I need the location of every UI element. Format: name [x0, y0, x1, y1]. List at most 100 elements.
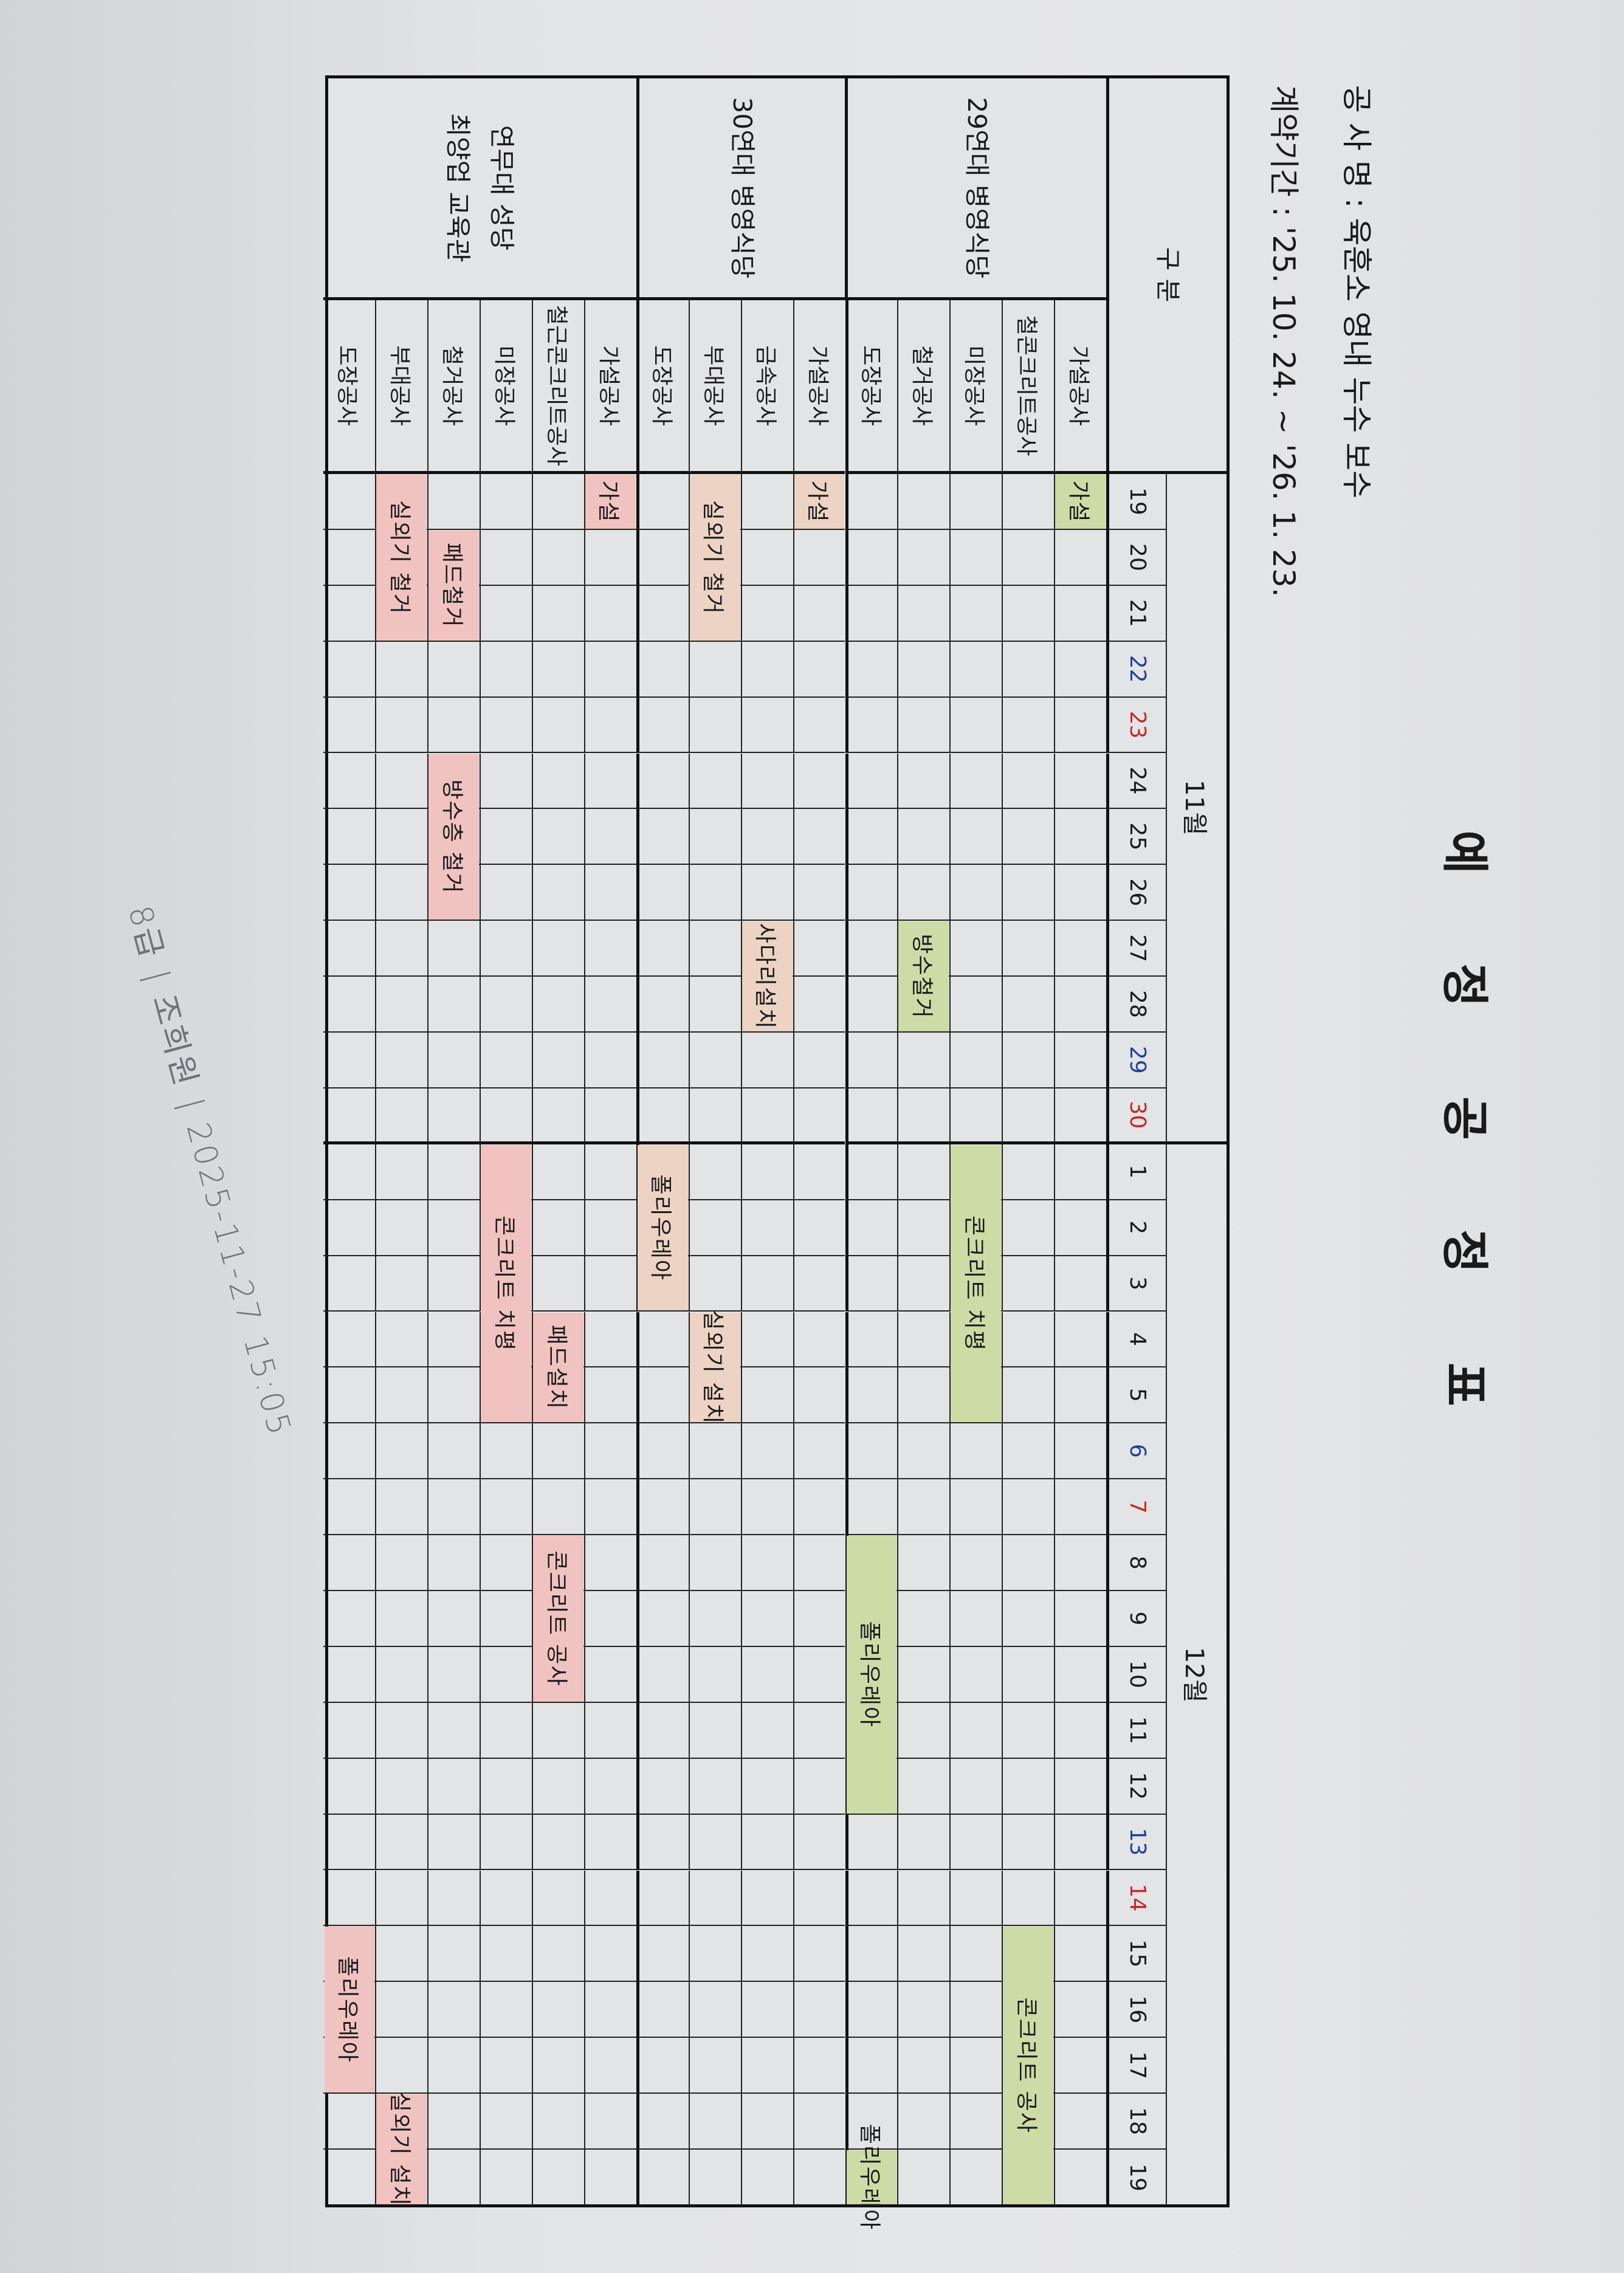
schedule-cell: [845, 977, 898, 1033]
schedule-cell: [427, 1088, 480, 1144]
schedule-cell: [636, 2094, 689, 2150]
schedule-cell: [897, 1033, 950, 1088]
schedule-cell: [1002, 641, 1055, 698]
day-header: 8: [1106, 1535, 1166, 1591]
schedule-cell: [845, 1144, 898, 1200]
schedule-cell: [949, 1646, 1002, 1703]
schedule-cell: [845, 865, 898, 921]
schedule-cell: [480, 1646, 532, 1703]
schedule-cell: [375, 1702, 428, 1759]
schedule-cell: [793, 1033, 845, 1088]
schedule-cell: [740, 1814, 793, 1871]
schedule-cell: [480, 1982, 532, 2038]
schedule-cell: [427, 2150, 480, 2206]
schedule-cell: [636, 697, 689, 754]
schedule-cell: [480, 1535, 532, 1591]
schedule-cell: [1054, 753, 1106, 810]
schedule-cell: [375, 2038, 428, 2094]
day-header: 26: [1106, 865, 1166, 921]
schedule-cell: [793, 2094, 845, 2150]
work-item-label: 도장공사: [323, 300, 376, 474]
schedule-cell: [375, 1088, 428, 1144]
schedule-cell: [584, 1870, 636, 1927]
work-item-label: 가설공사: [793, 300, 845, 474]
schedule-cell: [427, 474, 480, 530]
schedule-cell: [897, 1535, 950, 1591]
work-item-label: 금속공사: [740, 300, 793, 474]
schedule-cell: [427, 1033, 480, 1088]
schedule-cell: [1054, 1144, 1106, 1200]
schedule-cell: [375, 1870, 428, 1927]
schedule-cell: [845, 1088, 898, 1144]
day-header: 12: [1106, 1758, 1166, 1815]
schedule-cell: [427, 1982, 480, 2038]
schedule-cell: [1002, 1591, 1055, 1647]
schedule-cell: [897, 641, 950, 698]
task-bar: 폴리우레아: [846, 1536, 897, 1814]
schedule-cell: [949, 1591, 1002, 1647]
schedule-cell: [1002, 1144, 1055, 1200]
schedule-cell: [740, 753, 793, 810]
schedule-cell: [949, 1926, 1002, 1982]
schedule-cell: [584, 529, 636, 586]
schedule-cell: [323, 1646, 376, 1703]
schedule-cell: [688, 1982, 741, 2038]
schedule-cell: [532, 865, 584, 921]
schedule-cell: [427, 1200, 480, 1256]
schedule-cell: [323, 697, 376, 754]
day-header: 13: [1106, 1814, 1166, 1871]
schedule-cell: [584, 1367, 636, 1424]
task-bar: 실외기 철거: [376, 475, 427, 641]
schedule-cell: [636, 641, 689, 698]
schedule-cell: [1002, 1088, 1055, 1144]
day-header: 23: [1106, 697, 1166, 754]
schedule-cell: [375, 1758, 428, 1815]
schedule-cell: [740, 1312, 793, 1368]
schedule-cell: [845, 1312, 898, 1368]
schedule-cell: [1002, 809, 1055, 865]
schedule-cell: [375, 809, 428, 865]
schedule-cell: [636, 1367, 689, 1424]
schedule-cell: [1002, 1200, 1055, 1256]
schedule-cell: [1054, 1926, 1106, 1982]
schedule-cell: [1054, 529, 1106, 586]
schedule-cell: [323, 2094, 376, 2150]
schedule-cell: [427, 2038, 480, 2094]
schedule-cell: [740, 474, 793, 530]
schedule-cell: [636, 2150, 689, 2206]
schedule-cell: [1054, 865, 1106, 921]
schedule-cell: [375, 921, 428, 977]
schedule-cell: [897, 1423, 950, 1480]
schedule-cell: [740, 1926, 793, 1982]
watermark-stamp: 8급 | 조희원 | 2025-11-27 15:05: [120, 901, 298, 1441]
work-item-label: 미장공사: [949, 300, 1002, 474]
schedule-cell: [793, 1591, 845, 1647]
schedule-cell: [793, 921, 845, 977]
schedule-cell: [949, 1982, 1002, 2038]
schedule-cell: [427, 1591, 480, 1647]
schedule-cell: [532, 529, 584, 586]
schedule-cell: [323, 1535, 376, 1591]
schedule-cell: [480, 1758, 532, 1815]
schedule-cell: [636, 1088, 689, 1144]
schedule-cell: [793, 1479, 845, 1536]
schedule-cell: [793, 697, 845, 754]
schedule-cell: [688, 1479, 741, 1536]
schedule-cell: [740, 1367, 793, 1424]
day-header: 7: [1106, 1479, 1166, 1536]
day-header: 16: [1106, 1982, 1166, 2038]
schedule-cell: [480, 697, 532, 754]
schedule-cell: [740, 1982, 793, 2038]
schedule-cell: [636, 1479, 689, 1536]
schedule-cell: [1054, 2150, 1106, 2206]
schedule-cell: [949, 1535, 1002, 1591]
schedule-cell: [584, 2038, 636, 2094]
schedule-cell: [897, 1646, 950, 1703]
schedule-cell: [1054, 1312, 1106, 1368]
schedule-cell: [793, 1144, 845, 1200]
schedule-cell: [897, 585, 950, 642]
day-header: 22: [1106, 641, 1166, 698]
schedule-cell: [636, 1982, 689, 2038]
schedule-cell: [323, 921, 376, 977]
